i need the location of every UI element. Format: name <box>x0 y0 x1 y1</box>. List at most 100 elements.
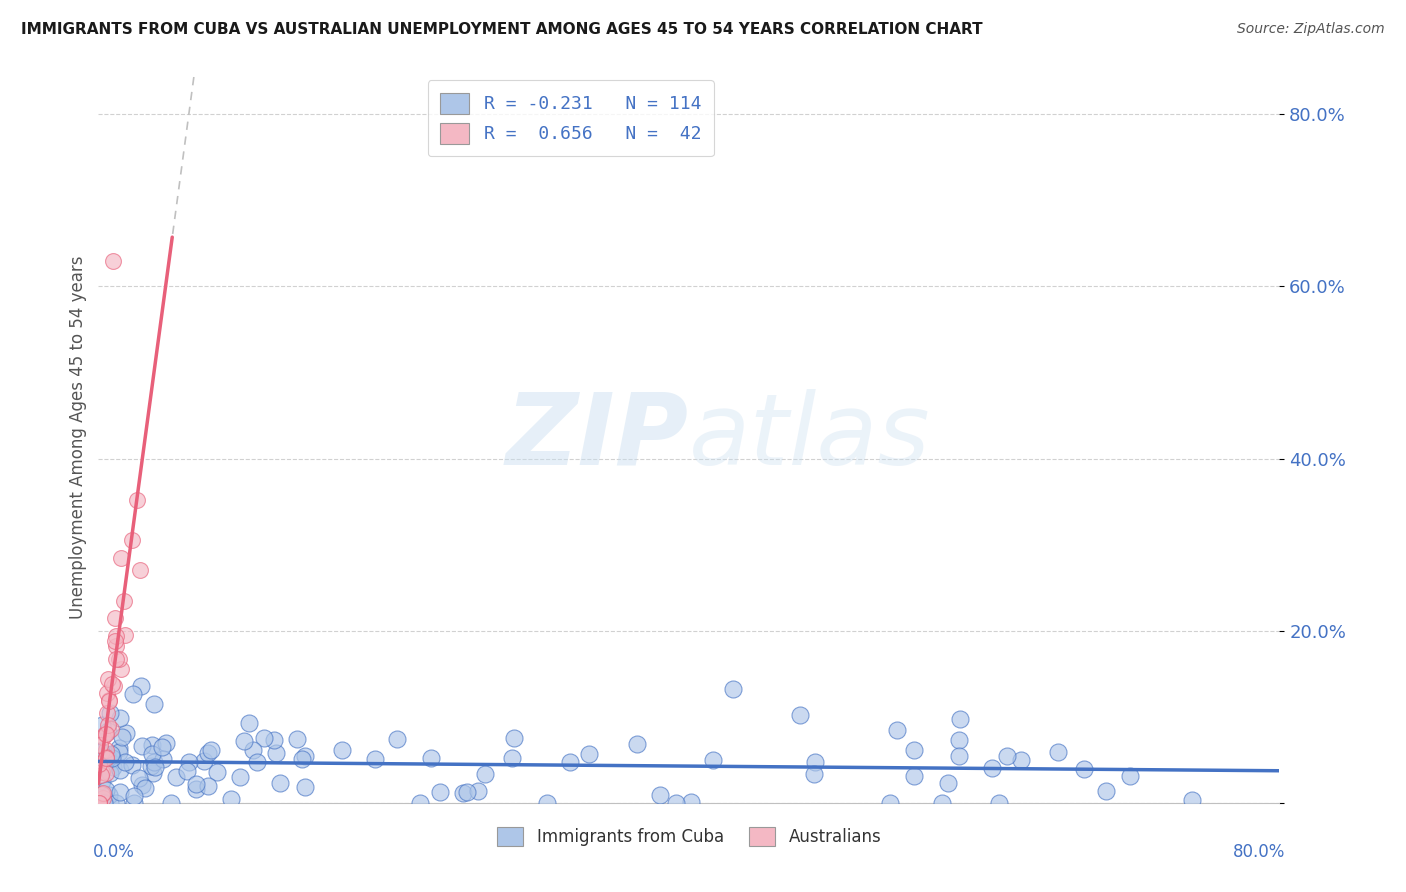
Point <box>100 706 122 721</box>
Point <box>246 755 269 769</box>
Point <box>152 752 174 766</box>
Point <box>101 760 124 774</box>
Point <box>104 639 127 653</box>
Point <box>903 743 925 757</box>
Point <box>134 781 156 796</box>
Point <box>121 758 143 772</box>
Point <box>981 761 1004 775</box>
Point <box>110 662 132 676</box>
Point <box>474 767 496 781</box>
Point <box>150 739 173 754</box>
Point <box>264 746 287 760</box>
Point <box>96 727 118 741</box>
Text: 80.0%: 80.0% <box>1233 843 1285 861</box>
Point <box>98 796 121 810</box>
Point <box>665 796 688 810</box>
Point <box>108 652 131 666</box>
Point <box>103 253 125 268</box>
Legend: Immigrants from Cuba, Australians: Immigrants from Cuba, Australians <box>489 821 889 853</box>
Point <box>97 672 120 686</box>
Point <box>143 760 166 774</box>
Point <box>995 748 1018 763</box>
Point <box>122 789 145 804</box>
Point <box>96 686 118 700</box>
Text: atlas: atlas <box>689 389 931 485</box>
Point <box>294 780 316 794</box>
Point <box>108 711 131 725</box>
Point <box>451 786 474 800</box>
Point <box>97 694 120 708</box>
Point <box>90 745 112 759</box>
Point <box>1010 753 1032 767</box>
Point <box>125 493 148 508</box>
Point <box>886 723 908 737</box>
Y-axis label: Unemployment Among Ages 45 to 54 years: Unemployment Among Ages 45 to 54 years <box>69 255 87 619</box>
Point <box>560 755 582 769</box>
Point <box>1180 793 1202 807</box>
Point <box>104 633 127 648</box>
Point <box>94 782 117 797</box>
Point <box>721 681 744 696</box>
Point <box>186 777 208 791</box>
Point <box>184 781 207 796</box>
Point <box>124 796 146 810</box>
Point <box>115 725 138 739</box>
Point <box>578 747 600 761</box>
Point <box>87 796 110 810</box>
Point <box>97 750 120 764</box>
Point <box>89 796 111 810</box>
Point <box>87 796 110 810</box>
Point <box>269 776 291 790</box>
Point <box>94 743 117 757</box>
Point <box>287 732 309 747</box>
Point <box>903 769 925 783</box>
Point <box>197 746 219 760</box>
Point <box>101 677 124 691</box>
Text: ZIP: ZIP <box>506 389 689 485</box>
Point <box>90 744 112 758</box>
Point <box>108 764 131 778</box>
Point <box>97 717 120 731</box>
Point <box>100 747 122 762</box>
Point <box>804 755 827 769</box>
Point <box>100 765 122 780</box>
Point <box>789 707 811 722</box>
Point <box>89 749 111 764</box>
Point <box>105 796 128 810</box>
Point <box>143 697 166 711</box>
Point <box>90 787 112 801</box>
Point <box>100 722 122 736</box>
Text: Source: ZipAtlas.com: Source: ZipAtlas.com <box>1237 22 1385 37</box>
Point <box>121 533 143 548</box>
Point <box>98 692 121 706</box>
Point <box>429 785 451 799</box>
Point <box>110 550 132 565</box>
Point <box>93 796 115 810</box>
Point <box>91 786 114 800</box>
Point <box>94 749 117 764</box>
Point <box>291 752 314 766</box>
Point <box>96 706 118 720</box>
Point <box>89 744 111 758</box>
Point <box>114 756 136 770</box>
Point <box>100 751 122 765</box>
Point <box>128 564 150 578</box>
Point <box>91 730 114 744</box>
Point <box>419 751 441 765</box>
Point <box>103 679 125 693</box>
Point <box>91 791 114 805</box>
Point <box>385 732 408 747</box>
Point <box>160 796 183 810</box>
Point <box>648 789 671 803</box>
Point <box>91 765 114 780</box>
Point <box>155 736 177 750</box>
Point <box>131 778 153 792</box>
Point <box>263 733 285 747</box>
Point <box>803 767 825 781</box>
Point <box>409 796 432 810</box>
Point <box>98 788 121 802</box>
Point <box>931 796 953 810</box>
Point <box>87 756 110 771</box>
Text: IMMIGRANTS FROM CUBA VS AUSTRALIAN UNEMPLOYMENT AMONG AGES 45 TO 54 YEARS CORREL: IMMIGRANTS FROM CUBA VS AUSTRALIAN UNEMP… <box>21 22 983 37</box>
Point <box>253 731 276 746</box>
